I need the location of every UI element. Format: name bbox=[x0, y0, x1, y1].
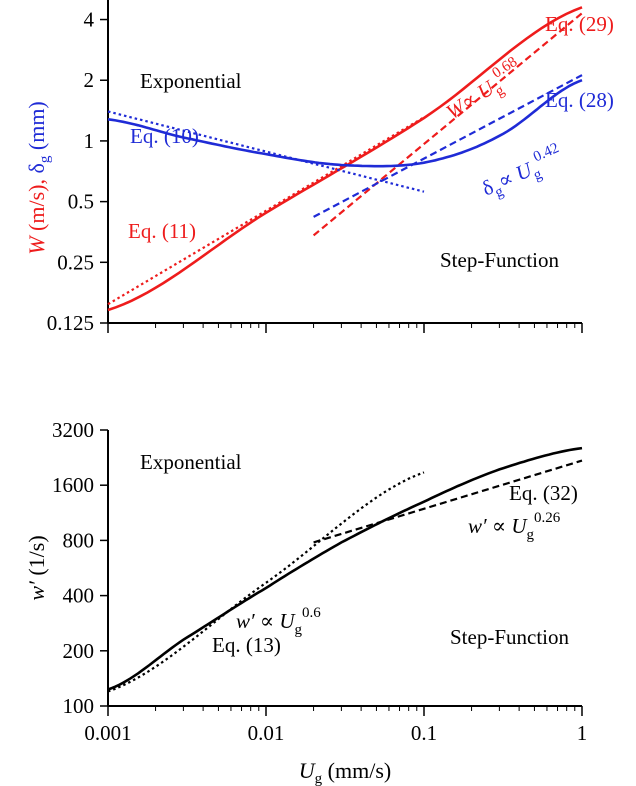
bottom-chart: 0.001 0.01 0.1 1 100 200 400 800 1600 3200 w′ (1… bbox=[24, 418, 587, 786]
top-annotation-step-function: Step-Function bbox=[440, 248, 559, 272]
wp026-u: U bbox=[511, 514, 528, 538]
wp06-u: U bbox=[279, 609, 296, 633]
top-series-d-eq10 bbox=[107, 110, 425, 193]
bottom-x-tick-label-3: 1 bbox=[577, 721, 588, 745]
bottom-y-tick-label-3: 800 bbox=[63, 528, 95, 552]
top-y-tick-label-3: 1 bbox=[84, 129, 95, 153]
top-series-w-eq11 bbox=[107, 116, 425, 306]
bottom-y-tick-label-5: 3200 bbox=[52, 418, 94, 442]
wp06-var: w′ bbox=[236, 609, 255, 633]
xlabel-units: (mm/s) bbox=[322, 758, 391, 783]
top-series-w-eq29 bbox=[312, 12, 583, 237]
top-plot-frame bbox=[108, 0, 582, 323]
bottom-x-tick-label-0: 0.001 bbox=[84, 721, 131, 745]
wp06-sub: g bbox=[295, 622, 303, 638]
bottom-y-axis-label: w′ (1/s) bbox=[24, 535, 49, 600]
xlabel-sub: g bbox=[315, 771, 323, 786]
xlabel-u: U bbox=[299, 758, 317, 783]
wp026-exp: 0.26 bbox=[534, 510, 561, 526]
top-ylabel-delta: δ bbox=[24, 163, 49, 173]
bottom-x-ticks: 0.001 0.01 0.1 1 bbox=[84, 706, 587, 745]
bottom-x-tick-label-2: 0.1 bbox=[411, 721, 437, 745]
bottom-ylabel-w: w′ bbox=[24, 580, 49, 601]
bottom-annotation-eq13: Eq. (13) bbox=[212, 633, 281, 657]
top-series-d-solid bbox=[107, 78, 583, 168]
top-y-ticks: 0.125 0.25 0.5 1 2 4 bbox=[47, 8, 108, 335]
d-prop-exp: 0.42 bbox=[531, 140, 561, 165]
bottom-y-tick-label-1: 200 bbox=[63, 639, 95, 663]
bottom-ylabel-units: (1/s) bbox=[24, 535, 49, 581]
bottom-annotation-eq32: Eq. (32) bbox=[509, 481, 578, 505]
bottom-y-tick-label-4: 1600 bbox=[52, 473, 94, 497]
top-x-ticks bbox=[107, 323, 583, 333]
top-annotation-exponential: Exponential bbox=[140, 69, 242, 93]
top-ylabel-sub: g bbox=[37, 155, 53, 163]
bottom-series-wp-solid bbox=[107, 446, 583, 691]
bottom-annotation-step-function: Step-Function bbox=[450, 625, 569, 649]
top-y-tick-label-4: 2 bbox=[84, 68, 95, 92]
top-y-axis-label: W (m/s), δg (mm) bbox=[24, 101, 53, 255]
top-series-d-eq28 bbox=[313, 74, 583, 218]
d-prop-usub: g bbox=[531, 166, 545, 184]
wp06-exp: 0.6 bbox=[302, 605, 321, 621]
wp026-var: w′ bbox=[468, 514, 487, 538]
bottom-annotation-exponential: Exponential bbox=[140, 450, 242, 474]
top-series-group bbox=[107, 6, 583, 312]
top-y-tick-label-1: 0.25 bbox=[57, 250, 94, 274]
top-annotation-eq11: Eq. (11) bbox=[128, 219, 196, 243]
top-annotation-w-power-law: W∝ Ug0.68 bbox=[439, 54, 529, 128]
bottom-y-tick-label-0: 100 bbox=[63, 694, 95, 718]
top-ylabel-units2: (mm) bbox=[24, 101, 49, 155]
top-annotation-delta-power-law: δg∝ Ug0.42 bbox=[477, 140, 569, 205]
bottom-series-wp-eq13 bbox=[107, 471, 425, 693]
wp06-symbol: ∝ bbox=[255, 609, 280, 633]
bottom-series-group bbox=[107, 446, 583, 693]
bottom-y-tick-label-2: 400 bbox=[63, 584, 95, 608]
bottom-x-axis-label: Ug (mm/s) bbox=[299, 758, 391, 786]
top-y-tick-label-0: 0.125 bbox=[47, 311, 94, 335]
bottom-series-wp-eq32 bbox=[313, 459, 583, 544]
top-annotation-eq28: Eq. (28) bbox=[545, 88, 614, 112]
top-ylabel-w: W bbox=[24, 235, 49, 255]
top-annotation-eq10: Eq. (10) bbox=[130, 124, 199, 148]
bottom-annotation-wp-06: w′ ∝ Ug0.6 bbox=[236, 605, 321, 638]
bottom-annotation-wp-026: w′ ∝ Ug0.26 bbox=[468, 510, 561, 543]
wp026-symbol: ∝ bbox=[487, 514, 512, 538]
top-y-tick-label-5: 4 bbox=[84, 8, 95, 32]
top-annotation-eq29: Eq. (29) bbox=[545, 12, 614, 36]
bottom-x-tick-label-1: 0.01 bbox=[248, 721, 285, 745]
top-y-tick-label-2: 0.5 bbox=[68, 190, 94, 214]
bottom-y-ticks: 100 200 400 800 1600 3200 bbox=[52, 418, 108, 718]
wp026-sub: g bbox=[527, 527, 535, 543]
top-ylabel-units1: (m/s), bbox=[24, 173, 49, 236]
